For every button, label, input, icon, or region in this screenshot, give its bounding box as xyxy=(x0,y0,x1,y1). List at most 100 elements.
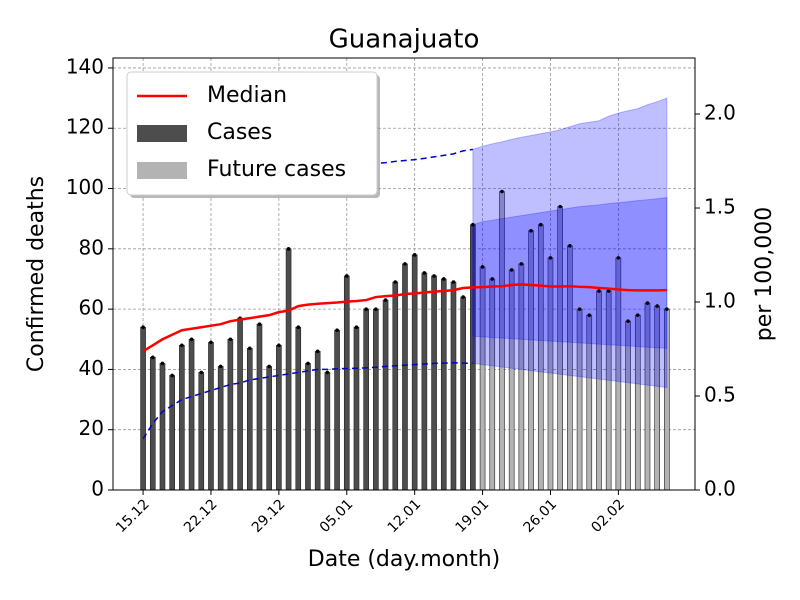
bar-top-marker xyxy=(509,268,514,272)
bar-top-marker xyxy=(665,307,669,311)
bar xyxy=(149,357,156,491)
bar-top-marker xyxy=(403,262,407,266)
x-tick-label: 12.01 xyxy=(385,496,425,536)
bar-top-marker xyxy=(568,244,572,248)
bar xyxy=(334,329,340,491)
y2-axis-label: per 100,000 xyxy=(752,207,777,342)
x-axis-label: Date (day.month) xyxy=(308,547,500,572)
bar-top-marker xyxy=(199,370,204,375)
bar-top-marker xyxy=(606,289,611,293)
x-tick-label: 22.12 xyxy=(181,496,221,536)
bar-top-marker xyxy=(296,325,301,330)
y-tick-label: 80 xyxy=(79,235,104,259)
legend-label: Cases xyxy=(207,120,272,145)
bar-top-marker xyxy=(257,322,262,326)
bar-top-marker xyxy=(160,361,165,366)
bar xyxy=(440,278,447,491)
bar xyxy=(198,372,205,491)
bar xyxy=(343,275,350,491)
dashed-line xyxy=(142,362,473,440)
x-tick-label: 02.02 xyxy=(588,496,628,536)
bar-top-marker xyxy=(383,298,388,302)
bar-top-marker xyxy=(267,364,271,369)
x-tick-label: 26.01 xyxy=(520,496,560,536)
bar xyxy=(460,296,466,491)
bar-top-marker xyxy=(490,277,495,281)
y-tick-label: 40 xyxy=(79,356,104,380)
bar xyxy=(276,344,282,491)
bar xyxy=(295,326,302,491)
bar-top-marker xyxy=(645,301,650,305)
bar-top-marker xyxy=(315,349,320,354)
bar xyxy=(305,363,311,491)
bar-top-marker xyxy=(306,361,310,366)
bar-top-marker xyxy=(286,247,291,251)
plot-area xyxy=(140,97,670,491)
bar-top-marker xyxy=(577,307,582,311)
x-tick-label: 15.12 xyxy=(113,496,153,536)
bar-top-marker xyxy=(538,222,543,227)
bar-top-marker xyxy=(519,262,524,266)
bar-top-marker xyxy=(393,280,398,284)
y2-tick-label: 1.0 xyxy=(704,289,736,313)
bar-top-marker xyxy=(548,256,553,260)
bar xyxy=(411,254,418,491)
bar-top-marker xyxy=(141,325,145,330)
x-tick-label: 19.01 xyxy=(453,496,493,536)
bar xyxy=(237,317,243,491)
y2-tick-label: 1.5 xyxy=(704,195,736,219)
bar-top-marker xyxy=(354,325,359,330)
bar-top-marker xyxy=(228,337,233,342)
bar-top-marker xyxy=(335,328,339,333)
y2-tick-label: 0.5 xyxy=(704,383,736,407)
legend-swatch xyxy=(137,162,187,179)
bar xyxy=(266,366,272,491)
bar xyxy=(285,248,292,491)
y-tick-label: 120 xyxy=(66,115,104,139)
bar-top-marker xyxy=(529,228,533,233)
chart-title: Guanajuato xyxy=(329,25,480,55)
forecast-band xyxy=(472,197,668,349)
bar-top-marker xyxy=(247,346,252,351)
bar-top-marker xyxy=(374,307,378,311)
legend-label: Median xyxy=(207,83,287,108)
bar-top-marker xyxy=(344,274,349,278)
bar xyxy=(208,341,214,491)
bar xyxy=(402,263,408,491)
bar xyxy=(179,344,185,491)
plot-frame xyxy=(112,57,696,491)
bar xyxy=(353,326,360,491)
bar-top-marker xyxy=(500,189,504,194)
bar xyxy=(159,363,166,491)
bar xyxy=(431,275,437,491)
y-tick-label: 20 xyxy=(79,416,104,440)
bar xyxy=(256,323,263,491)
bar-top-marker xyxy=(180,343,184,348)
bar xyxy=(324,372,331,491)
bar xyxy=(217,366,224,491)
bar-top-marker xyxy=(325,370,330,375)
y-axis-label: Confirmed deaths xyxy=(24,176,49,372)
bar-top-marker xyxy=(150,355,155,360)
bar-top-marker xyxy=(209,340,213,345)
bar-top-marker xyxy=(597,289,601,293)
bar xyxy=(382,299,389,491)
bar-top-marker xyxy=(189,337,194,342)
bar-top-marker xyxy=(616,256,621,260)
bar-top-marker xyxy=(432,274,436,278)
bar-top-marker xyxy=(364,307,368,311)
line xyxy=(142,283,667,353)
x-tick-label: 29.12 xyxy=(249,496,289,536)
x-tick-label: 05.01 xyxy=(317,496,357,536)
bar xyxy=(188,338,195,491)
bar xyxy=(450,281,457,491)
bar-top-marker xyxy=(218,364,223,369)
bar-top-marker xyxy=(170,373,174,378)
bar-top-marker xyxy=(441,277,446,281)
bar-top-marker xyxy=(471,222,475,227)
bar-top-marker xyxy=(480,265,485,269)
bar-top-marker xyxy=(655,304,659,308)
y2-tick-label: 2.0 xyxy=(704,101,736,125)
y2-tick-label: 0.0 xyxy=(704,477,736,501)
